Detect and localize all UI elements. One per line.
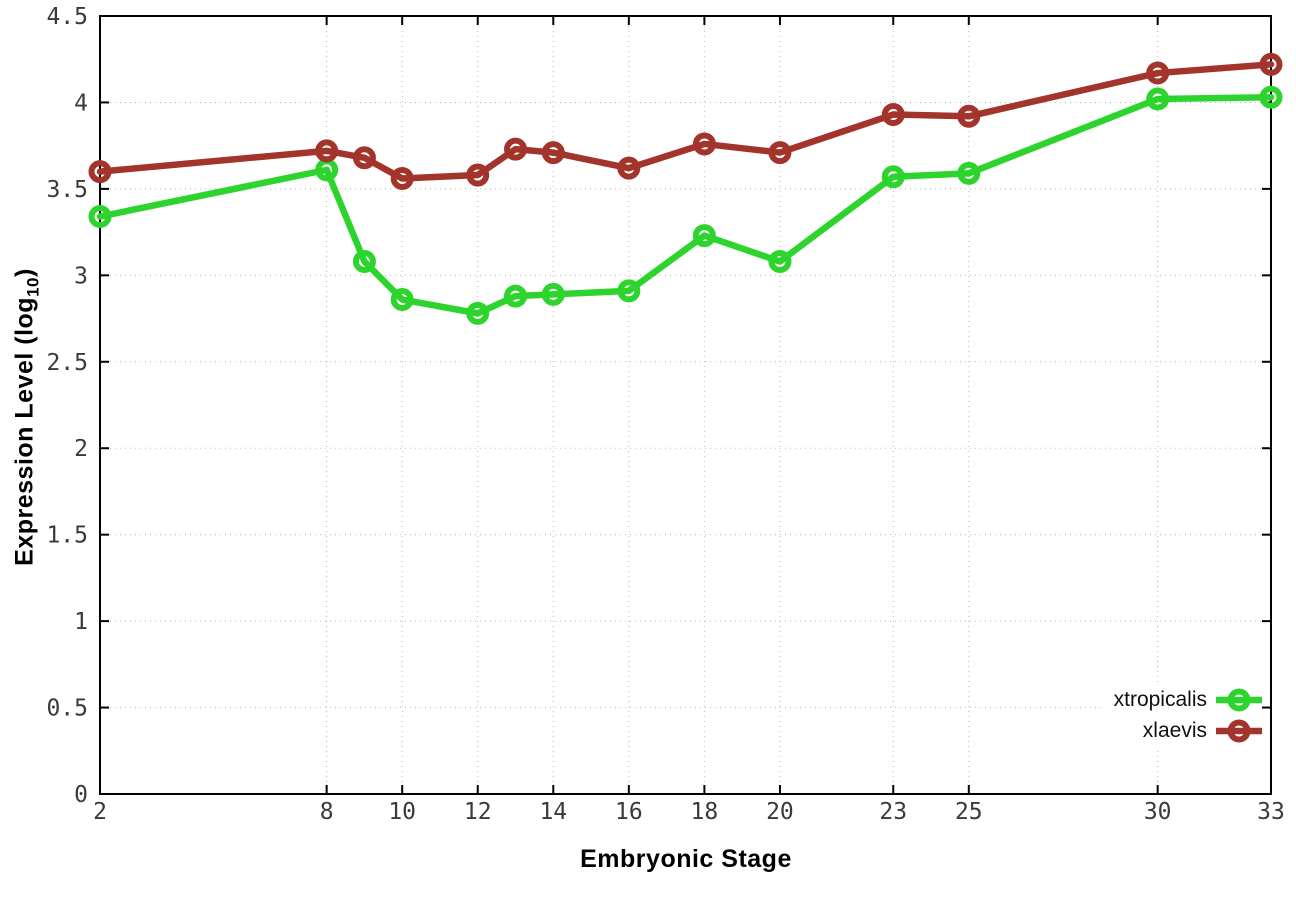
- x-tick-label: 10: [388, 799, 416, 825]
- data-point-xlaevis: [88, 160, 112, 184]
- data-point-xlaevis: [1146, 61, 1170, 85]
- data-point-xlaevis: [541, 141, 565, 165]
- data-point-xtropicalis: [957, 161, 981, 185]
- y-tick-label: 4: [74, 90, 88, 116]
- data-point-xlaevis: [957, 104, 981, 128]
- x-tick-label: 14: [539, 799, 567, 825]
- legend: xtropicalis xlaevis: [1103, 684, 1262, 747]
- x-tick-label: 23: [879, 799, 907, 825]
- legend-label: xtropicalis: [1113, 688, 1207, 711]
- x-tick-label: 8: [320, 799, 334, 825]
- legend-marker-icon: [1216, 688, 1262, 712]
- data-point-xlaevis: [617, 156, 641, 180]
- data-point-xtropicalis: [352, 250, 376, 274]
- x-tick-label: 2: [93, 799, 107, 825]
- y-tick-label: 3.5: [46, 177, 88, 203]
- y-tick-label: 1: [74, 609, 88, 635]
- data-point-xtropicalis: [541, 282, 565, 306]
- legend-item: xtropicalis: [1114, 687, 1262, 713]
- data-point-xlaevis: [352, 146, 376, 170]
- legend-label: xlaevis: [1142, 719, 1207, 742]
- x-tick-label: 12: [464, 799, 492, 825]
- data-point-xlaevis: [692, 132, 716, 156]
- data-point-xtropicalis: [768, 250, 792, 274]
- x-tick-label: 33: [1257, 799, 1285, 825]
- y-axis-title-text: Expression Level (log: [10, 296, 39, 566]
- x-axis-title: Embryonic Stage: [580, 845, 792, 873]
- data-point-xtropicalis: [1259, 85, 1283, 109]
- x-tick-label: 20: [766, 799, 794, 825]
- data-point-xtropicalis: [1146, 87, 1170, 111]
- x-tick-label: 25: [955, 799, 983, 825]
- data-point-xlaevis: [390, 167, 414, 191]
- y-axis-title-close: ): [10, 268, 39, 277]
- y-tick-label: 0: [74, 782, 88, 808]
- data-point-xlaevis: [466, 163, 490, 187]
- y-tick-label: 1.5: [46, 523, 88, 549]
- data-point-xtropicalis: [881, 165, 905, 189]
- data-point-xtropicalis: [466, 301, 490, 325]
- y-axis-title-subscript: 10: [23, 276, 43, 297]
- x-tick-label: 30: [1144, 799, 1172, 825]
- legend-marker-icon: [1216, 719, 1262, 743]
- data-point-xlaevis: [1259, 52, 1283, 76]
- y-axis-title: Expression Level (log10): [11, 268, 44, 566]
- y-tick-label: 2.5: [46, 350, 88, 376]
- x-tick-label: 16: [615, 799, 643, 825]
- y-tick-label: 0.5: [46, 696, 88, 722]
- y-tick-label: 3: [74, 263, 88, 289]
- data-point-xlaevis: [504, 137, 528, 161]
- plot-border: [99, 15, 1272, 795]
- series-line-xtropicalis: [96, 94, 1275, 317]
- x-tick-label: 18: [691, 799, 719, 825]
- data-point-xtropicalis: [88, 205, 112, 229]
- y-tick-label: 4.5: [46, 4, 88, 30]
- legend-item: xlaevis: [1143, 718, 1262, 744]
- data-point-xlaevis: [315, 139, 339, 163]
- data-point-xlaevis: [881, 103, 905, 127]
- data-point-xtropicalis: [692, 224, 716, 248]
- data-point-xtropicalis: [617, 279, 641, 303]
- y-tick-label: 2: [74, 436, 88, 462]
- data-point-xtropicalis: [390, 288, 414, 312]
- data-point-xlaevis: [768, 141, 792, 165]
- data-point-xtropicalis: [504, 284, 528, 308]
